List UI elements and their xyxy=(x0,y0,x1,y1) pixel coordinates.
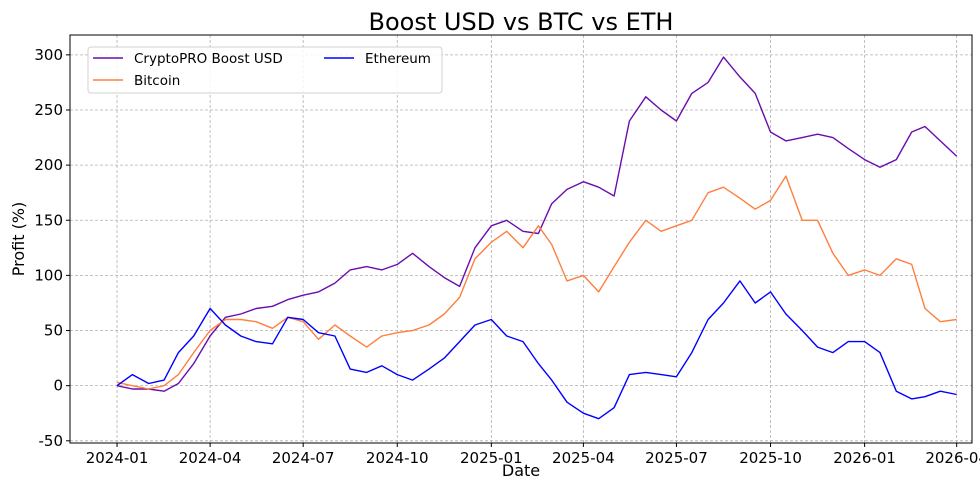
y-tick-label: 200 xyxy=(34,156,63,174)
legend: CryptoPRO Boost USD Bitcoin Ethereum xyxy=(87,46,443,94)
y-tick-label: 300 xyxy=(34,46,63,64)
x-tick-label: 2024-04 xyxy=(179,449,242,467)
x-tick-label: 2025-04 xyxy=(552,449,615,467)
series-line-cryptopro-boost-usd xyxy=(116,56,958,392)
y-tick-label: 0 xyxy=(53,377,63,395)
series-line-bitcoin xyxy=(116,175,957,390)
y-tick-label: 150 xyxy=(34,211,63,229)
series-line-ethereum xyxy=(116,280,957,420)
y-axis-label: Profit (%) xyxy=(9,202,28,277)
legend-label-bitcoin: Bitcoin xyxy=(134,73,180,89)
chart-title: Boost USD vs BTC vs ETH xyxy=(369,8,674,36)
x-tick-label: 2026-04 xyxy=(925,449,980,467)
legend-label-ethereum: Ethereum xyxy=(365,51,431,67)
x-axis: 2024-01 2024-04 2024-07 2024-10 2025-01 2025-… xyxy=(86,443,980,467)
y-tick-label: 50 xyxy=(44,322,63,340)
x-tick-label: 2025-10 xyxy=(739,449,802,467)
grid xyxy=(70,35,972,443)
x-tick-label: 2025-07 xyxy=(645,449,708,467)
x-tick-label: 2024-07 xyxy=(272,449,335,467)
x-tick-label: 2026-01 xyxy=(833,449,896,467)
legend-label-boost: CryptoPRO Boost USD xyxy=(134,51,283,67)
y-axis: -50 0 50 100 150 200 250 300 xyxy=(34,46,70,450)
y-tick-label: 100 xyxy=(34,266,63,284)
x-tick-label: 2024-01 xyxy=(86,449,149,467)
x-tick-label: 2025-01 xyxy=(460,449,523,467)
plot-frame xyxy=(69,34,973,444)
series-lines xyxy=(116,56,958,420)
x-tick-label: 2024-10 xyxy=(366,449,429,467)
y-tick-label: 250 xyxy=(34,101,63,119)
x-axis-label: Date xyxy=(502,461,540,480)
y-tick-label: -50 xyxy=(39,432,64,450)
